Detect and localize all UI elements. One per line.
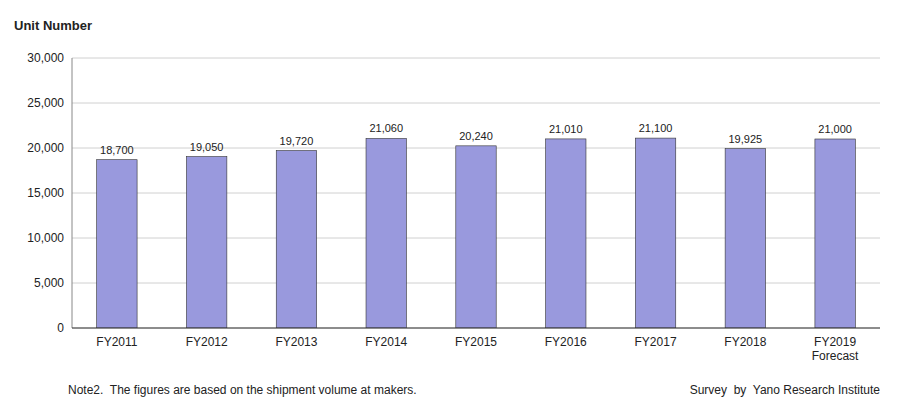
data-label: 19,720 bbox=[280, 135, 314, 147]
x-tick-label-line: FY2019 bbox=[814, 335, 856, 349]
x-tick-label: FY2011 bbox=[96, 335, 137, 349]
grid-line bbox=[72, 103, 880, 104]
y-axis-label: Unit Number bbox=[14, 18, 92, 33]
data-label: 19,925 bbox=[729, 133, 763, 145]
x-tick-label: FY2013 bbox=[275, 335, 317, 349]
x-axis bbox=[72, 328, 880, 329]
grid-line bbox=[72, 58, 880, 59]
bar bbox=[276, 151, 316, 328]
x-tick-label-line: FY2017 bbox=[635, 335, 677, 349]
x-tick-label: FY2014 bbox=[365, 335, 407, 349]
bar bbox=[97, 160, 137, 328]
x-tick-label: FY2018 bbox=[724, 335, 766, 349]
data-label: 21,010 bbox=[549, 123, 583, 135]
x-tick-label-line: FY2013 bbox=[275, 335, 317, 349]
y-tick-label: 10,000 bbox=[27, 231, 64, 245]
x-tick-label-line: FY2011 bbox=[96, 335, 137, 349]
data-label: 21,000 bbox=[818, 123, 852, 135]
data-label: 21,100 bbox=[639, 122, 673, 134]
x-tick-label-line: Forecast bbox=[812, 349, 859, 363]
y-tick-label: 0 bbox=[57, 321, 64, 335]
x-tick-label: FY2019Forecast bbox=[812, 335, 859, 363]
x-tick-label-line: FY2014 bbox=[365, 335, 407, 349]
grid bbox=[72, 58, 880, 328]
bar bbox=[635, 138, 675, 328]
y-tick-label: 30,000 bbox=[27, 51, 64, 65]
chart: 0 5,000 10,000 15,000 20,000 25,000 30,000 18,7… bbox=[0, 0, 902, 407]
x-tick-label-line: FY2016 bbox=[545, 335, 587, 349]
bars bbox=[97, 138, 856, 328]
grid-line bbox=[72, 328, 880, 329]
data-label: 19,050 bbox=[190, 141, 224, 153]
bar bbox=[186, 157, 226, 328]
x-tick-label-line: FY2015 bbox=[455, 335, 497, 349]
bar bbox=[815, 139, 855, 328]
y-tick-label: 20,000 bbox=[27, 141, 64, 155]
bar bbox=[725, 149, 765, 328]
source: Survey by Yano Research Institute bbox=[690, 383, 881, 397]
y-axis bbox=[72, 58, 73, 328]
x-tick-label-line: FY2012 bbox=[186, 335, 228, 349]
x-tick-label: FY2017 bbox=[635, 335, 677, 349]
y-tick-label: 15,000 bbox=[27, 186, 64, 200]
data-label: 20,240 bbox=[459, 130, 493, 142]
data-label: 21,060 bbox=[369, 122, 403, 134]
x-tick-label: FY2015 bbox=[455, 335, 497, 349]
bar bbox=[456, 146, 496, 328]
data-label: 18,700 bbox=[100, 144, 134, 156]
x-tick-label-line: FY2018 bbox=[724, 335, 766, 349]
y-tick-label: 25,000 bbox=[27, 96, 64, 110]
note: Note2. The figures are based on the ship… bbox=[68, 383, 417, 397]
y-tick-label: 5,000 bbox=[34, 276, 64, 290]
x-tick-label: FY2016 bbox=[545, 335, 587, 349]
x-tick-label: FY2012 bbox=[186, 335, 228, 349]
bar bbox=[546, 139, 586, 328]
bar bbox=[366, 138, 406, 328]
